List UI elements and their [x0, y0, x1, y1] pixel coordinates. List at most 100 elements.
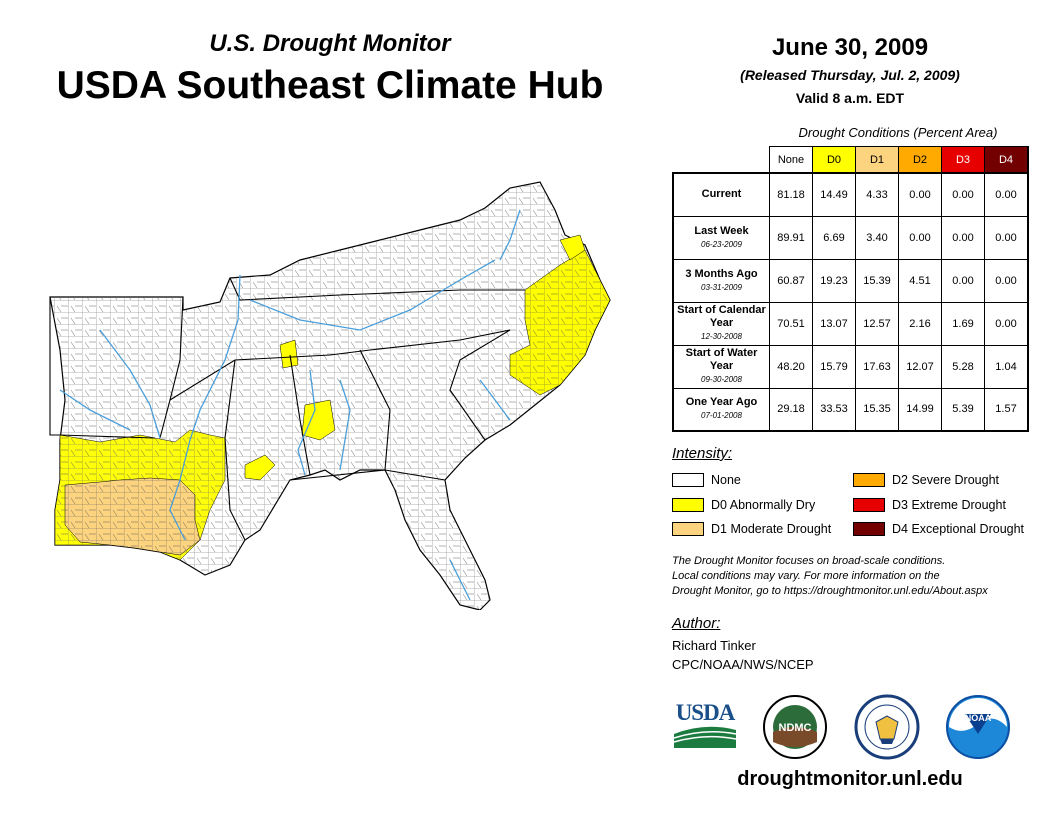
col-none: None	[769, 146, 813, 174]
note-line: Local conditions may vary. For more info…	[672, 570, 940, 582]
table-cell: 4.51	[898, 258, 942, 303]
author-organization: CPC/NOAA/NWS/NCEP	[672, 657, 814, 672]
row-label: Current	[672, 172, 770, 217]
legend-label: D1 Moderate Drought	[711, 521, 832, 536]
table-header-row: None D0 D1 D2 D3 D4	[673, 146, 1029, 174]
row-date: 06-23-2009	[701, 239, 742, 249]
usda-logo-text: USDA	[675, 700, 736, 725]
table-cell: 0.00	[984, 172, 1029, 217]
legend-item-d0: D0 Abnormally Dry	[672, 496, 815, 513]
table-cell: 89.91	[769, 215, 813, 260]
table-cell: 15.79	[812, 344, 856, 389]
col-d4: D4	[984, 146, 1029, 174]
table-cell: 14.49	[812, 172, 856, 217]
table-cell: 81.18	[769, 172, 813, 217]
ndmc-logo: NDMC	[763, 695, 827, 759]
legend-swatch	[672, 497, 704, 512]
table-cell: 15.39	[855, 258, 899, 303]
table-cell: 29.18	[769, 387, 813, 432]
table-cell: 5.39	[941, 387, 985, 432]
table-cell: 12.57	[855, 301, 899, 346]
table-cell: 60.87	[769, 258, 813, 303]
map-subtitle: U.S. Drought Monitor	[209, 30, 451, 57]
legend-label: D3 Extreme Drought	[892, 497, 1006, 512]
table-cell: 0.00	[941, 215, 985, 260]
table-cell: 0.00	[984, 215, 1029, 260]
col-d3: D3	[941, 146, 985, 174]
legend-label: None	[711, 472, 741, 487]
table-cell: 1.69	[941, 301, 985, 346]
table-row: One Year Ago 07-01-2008 29.18 33.53 15.35…	[672, 387, 1029, 432]
legend-title: Intensity:	[672, 445, 733, 462]
author-name: Richard Tinker	[672, 638, 756, 653]
table-row: Start of Water Year 09-30-2008 48.20 15.7…	[672, 344, 1029, 389]
valid-time: Valid 8 a.m. EDT	[795, 90, 905, 106]
noaa-logo: NOAA	[946, 695, 1010, 759]
drought-d0-mississippi-small	[244, 454, 276, 481]
table-cell: 0.00	[941, 258, 985, 303]
table-cell: 14.99	[898, 387, 942, 432]
table-cell: 48.20	[769, 344, 813, 389]
table-cell: 0.00	[898, 215, 942, 260]
legend-item-d2: D2 Severe Drought	[853, 471, 999, 488]
legend-swatch	[853, 521, 885, 536]
legend-item-d4: D4 Exceptional Drought	[853, 520, 1024, 537]
row-label: 3 Months Ago 03-31-2009	[672, 258, 770, 303]
southeast-drought-map	[49, 181, 611, 610]
table-cell: 5.28	[941, 344, 985, 389]
table-row: Last Week 06-23-2009 89.91 6.69 3.40 0.00…	[672, 215, 1029, 260]
legend-item-d3: D3 Extreme Drought	[853, 496, 1006, 513]
legend-swatch	[853, 497, 885, 512]
col-d0: D0	[812, 146, 856, 174]
table-cell: 33.53	[812, 387, 856, 432]
table-cell: 15.35	[855, 387, 899, 432]
legend-label: D2 Severe Drought	[892, 472, 1000, 487]
table-cell: 4.33	[855, 172, 899, 217]
legend-swatch	[672, 521, 704, 536]
table-cell: 0.00	[941, 172, 985, 217]
disclaimer-note: The Drought Monitor focuses on broad-sca…	[672, 554, 1042, 599]
table-corner	[673, 147, 770, 174]
table-cell: 17.63	[855, 344, 899, 389]
release-date: (Released Thursday, Jul. 2, 2009)	[740, 67, 960, 83]
legend-label: D4 Exceptional Drought	[892, 521, 1025, 536]
map-title: USDA Southeast Climate Hub	[56, 64, 604, 107]
col-d1: D1	[855, 146, 899, 174]
table-caption: Drought Conditions (Percent Area)	[798, 125, 998, 140]
noaa-logo-text: NOAA	[965, 713, 992, 723]
ndmc-logo-text: NDMC	[779, 722, 812, 734]
legend-label: D0 Abnormally Dry	[711, 497, 816, 512]
state-boundaries	[49, 277, 525, 541]
table-cell: 3.40	[855, 215, 899, 260]
note-line: Drought Monitor, go to https://droughtmo…	[672, 585, 988, 597]
table-row: Start of Calendar Year 12-30-2008 70.51 1…	[672, 301, 1029, 346]
col-d2: D2	[898, 146, 942, 174]
note-line: The Drought Monitor focuses on broad-sca…	[672, 555, 946, 567]
table-cell: 1.57	[984, 387, 1029, 432]
table-cell: 1.04	[984, 344, 1029, 389]
table-cell: 0.00	[984, 301, 1029, 346]
commerce-seal-logo	[854, 694, 920, 760]
row-label: Start of Water Year 09-30-2008	[672, 344, 770, 389]
table-cell: 0.00	[984, 258, 1029, 303]
row-date: 12-30-2008	[701, 332, 742, 341]
row-label: One Year Ago 07-01-2008	[672, 387, 770, 432]
row-label: Last Week 06-23-2009	[672, 215, 770, 260]
row-date: 09-30-2008	[701, 375, 742, 384]
legend-swatch	[672, 472, 704, 487]
legend-item-d1: D1 Moderate Drought	[672, 520, 831, 537]
table-cell: 19.23	[812, 258, 856, 303]
author-heading: Author:	[672, 615, 721, 632]
usda-logo: USDA	[672, 700, 738, 750]
drought-conditions-table: None D0 D1 D2 D3 D4 Current 81.18 14.49 …	[672, 146, 1029, 432]
table-row: 3 Months Ago 03-31-2009 60.87 19.23 15.39…	[672, 258, 1029, 303]
map-date: June 30, 2009	[771, 34, 929, 61]
row-label: Start of Calendar Year 12-30-2008	[672, 301, 770, 346]
website-url[interactable]: droughtmonitor.unl.edu	[737, 768, 963, 790]
table-cell: 70.51	[769, 301, 813, 346]
table-row: Current 81.18 14.49 4.33 0.00 0.00 0.00	[672, 172, 1029, 217]
drought-d0-tennessee	[279, 339, 299, 369]
legend-swatch	[853, 472, 885, 487]
row-date: 07-01-2008	[701, 411, 742, 421]
table-cell: 13.07	[812, 301, 856, 346]
